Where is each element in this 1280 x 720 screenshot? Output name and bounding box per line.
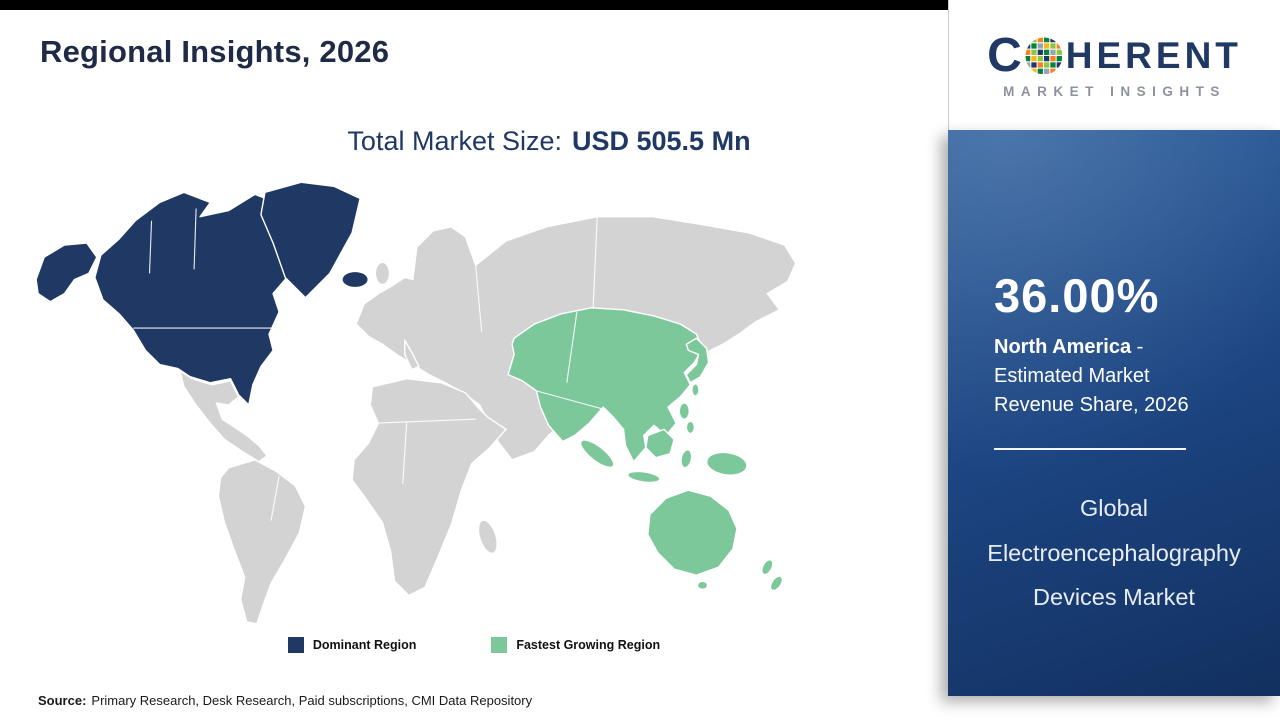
map-region-tasmania [696, 580, 709, 591]
logo-mosaic-icon [1025, 37, 1062, 74]
panel-divider [994, 448, 1186, 450]
map-region-new-guinea [705, 451, 748, 476]
country-border-line [270, 475, 280, 521]
market-share-description: North America - Estimated Market Revenue… [994, 333, 1234, 420]
map-region-australia [647, 489, 738, 576]
map-region-sumatra [579, 439, 615, 469]
logo-wordmark-rest: HERENT [1065, 35, 1242, 76]
logo-letter-c: C [987, 28, 1022, 82]
total-market-size-value: USD 505.5 Mn [572, 126, 751, 156]
total-market-size-label: Total Market Size: [347, 126, 562, 156]
map-region-borneo [645, 428, 675, 459]
map-region-philippines-south [685, 420, 696, 435]
map-region-greenland [260, 181, 361, 299]
page-title: Regional Insights, 2026 [40, 34, 390, 69]
legend-item-dominant: Dominant Region [287, 637, 417, 653]
country-border-line [475, 265, 483, 333]
map-region-philippines-north [678, 402, 691, 420]
brand-logo: C HERENT MARKET INSIGHTS [948, 0, 1280, 130]
market-share-stat: 36.00% [994, 269, 1160, 322]
country-border-line [592, 216, 598, 308]
insight-panel: 36.00% North America - Estimated Market … [948, 130, 1280, 696]
world-map-svg [35, 181, 797, 625]
total-market-size: Total Market Size: USD 505.5 Mn [0, 126, 948, 157]
market-title-line3: Devices Market [1033, 584, 1195, 611]
country-border-line [566, 311, 578, 383]
map-region-new-zealand-north [761, 558, 774, 576]
country-border-line [372, 418, 476, 424]
map-region-iceland [341, 270, 369, 289]
map-region-asia-pacific [507, 307, 704, 463]
country-border-line [193, 208, 197, 270]
map-region-north-america [94, 191, 295, 406]
logo-tagline: MARKET INSIGHTS [1003, 83, 1226, 99]
map-region-mexico-central-america [179, 369, 268, 463]
map-region-italy [404, 339, 420, 371]
map-region-africa [351, 378, 507, 597]
legend-item-fastest: Fastest Growing Region [491, 637, 660, 653]
country-border-line [402, 421, 408, 485]
source-text: Primary Research, Desk Research, Paid su… [91, 693, 533, 708]
source-label: Source: [38, 693, 87, 708]
market-title-line2: Electroencephalography [987, 539, 1241, 566]
map-region-japan [685, 337, 710, 384]
stat-region-rest: - Estimated Market Revenue Share, 2026 [994, 336, 1189, 416]
map-region-sulawesi [680, 449, 693, 469]
map-region-madagascar [477, 519, 498, 554]
map-region-java [626, 470, 661, 484]
country-border-line [148, 220, 153, 274]
map-legend: Dominant Region Fastest Growing Region [0, 637, 948, 653]
map-region-new-zealand-south [769, 575, 784, 592]
world-map [30, 178, 820, 625]
logo-wordmark: C HERENT [987, 28, 1242, 82]
source-line: Source: Primary Research, Desk Research, … [38, 693, 532, 708]
map-region-alaska [35, 242, 98, 303]
dominant-region-label: Dominant Region [312, 638, 417, 652]
map-region-united-kingdom [374, 261, 391, 286]
map-region-south-america [217, 459, 307, 625]
top-black-bar [0, 0, 948, 10]
dominant-region-swatch [287, 637, 304, 653]
fastest-region-swatch [491, 637, 508, 653]
stat-region-name: North America [994, 336, 1132, 358]
fastest-region-label: Fastest Growing Region [516, 638, 661, 652]
map-region-taiwan [691, 383, 700, 397]
country-border-line [536, 390, 604, 410]
market-title-line1: Global [1080, 495, 1148, 521]
market-title: Global Electroencephalography Devices Ma… [966, 486, 1262, 620]
